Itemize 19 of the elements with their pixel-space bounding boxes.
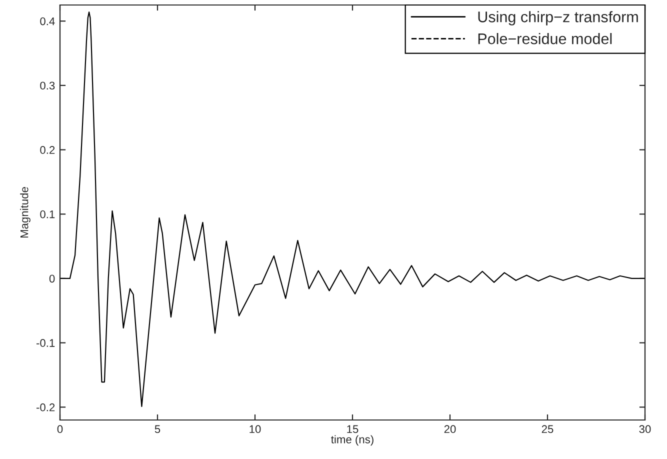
x-tick-label: 5 [154, 425, 160, 434]
x-tick-label: 0 [57, 425, 63, 434]
y-tick-label: 0.4 [40, 17, 55, 26]
x-tick-label: 10 [250, 425, 261, 434]
line-series [60, 12, 645, 408]
legend-label: Using chirp−z transform [478, 11, 638, 26]
x-tick-label: 15 [347, 425, 358, 434]
x-tick-label: 20 [444, 425, 456, 434]
x-tick-label: 25 [542, 425, 554, 434]
y-tick-label: 0 [49, 274, 55, 283]
y-tick-label: -0.1 [36, 339, 55, 347]
y-tick-label: 0.2 [40, 146, 55, 154]
y-tick-label: 0.1 [40, 210, 55, 218]
y-tick-label: 0.3 [40, 82, 55, 90]
y-tick-label: -0.2 [36, 403, 55, 412]
legend-label: Pole−residue model [478, 32, 612, 44]
x-axis-title: time (ns) [331, 435, 374, 446]
x-tick-label: 30 [639, 425, 651, 434]
y-axis-title: Magnitude [20, 187, 30, 238]
